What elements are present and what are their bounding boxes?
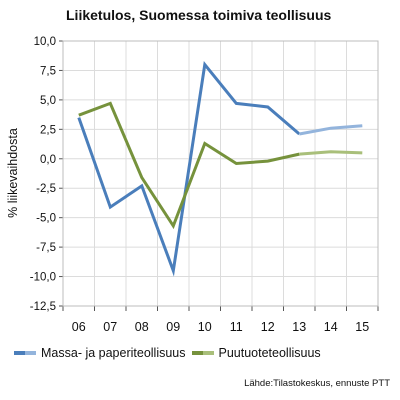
series-line-1-forecast [299,150,363,156]
source-note: Lähde:Tilastokeskus, ennuste PTT [244,378,390,389]
series-line-1-actual [78,101,300,230]
plot-frame [62,40,379,307]
x-tick-label: 09 [166,320,180,334]
axes [59,40,379,311]
x-tick-label: 11 [230,320,243,334]
y-tick-label: 2,5 [40,124,56,136]
x-tick-label: 12 [261,320,275,334]
legend-label-massa: Massa- ja paperiteollisuus [41,346,186,360]
y-tick-label: 0,0 [40,154,56,166]
y-tick-label: -12,5 [30,301,56,313]
x-tick-label: 14 [324,320,338,334]
y-tick-label: 10,0 [34,36,56,48]
series-line-0-forecast [299,124,363,136]
legend-swatch-puutuote-actual [191,351,203,355]
legend-item-puutuote: Puutuoteteollisuus [191,346,321,360]
legend-swatch-massa [14,351,36,355]
x-tick-label: 06 [72,320,86,334]
legend-swatch-puutuote-forecast [202,351,214,355]
series-line-0-actual [77,61,301,277]
series-lines [77,61,363,277]
x-tick-labels: 06 07 08 09 10 11 12 13 14 15 [72,320,369,334]
grid [62,40,379,307]
x-tick-label: 15 [355,320,369,334]
legend-swatch-massa-forecast [25,351,36,355]
legend: Massa- ja paperiteollisuus Puutuoteteoll… [14,346,327,360]
y-tick-label: 7,5 [40,65,56,77]
y-tick-label: -5,0 [36,213,56,225]
legend-swatch-massa-actual [14,351,25,355]
x-tick-label: 13 [292,320,306,334]
y-tick-label: -2,5 [36,183,56,195]
y-tick-label: -10,0 [30,272,56,284]
legend-item-massa: Massa- ja paperiteollisuus [14,346,186,360]
x-tick-label: 08 [135,320,149,334]
chart-title: Liiketulos, Suomessa toimiva teollisuus [66,7,332,23]
y-tick-labels: 10,0 7,5 5,0 2,5 0,0 -2,5 -5,0 -7,5 -10,0 -12,5 [30,36,56,313]
x-tick-label: 10 [198,320,212,334]
y-tick-label: 5,0 [40,95,56,107]
y-tick-label: -7,5 [36,242,56,254]
legend-label-puutuote: Puutuoteteollisuus [218,346,321,360]
x-tick-label: 07 [103,320,117,334]
legend-swatch-puutuote [191,351,214,355]
